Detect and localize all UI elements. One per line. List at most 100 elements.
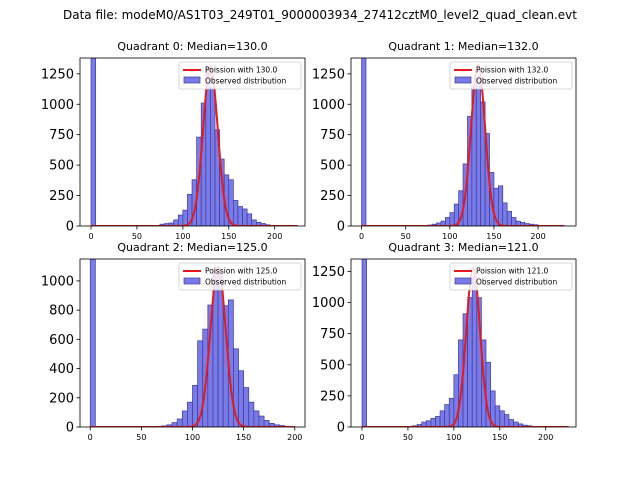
histogram-bar xyxy=(435,416,441,427)
legend-box xyxy=(178,61,302,90)
y-tick-label: 0 xyxy=(337,220,345,235)
histogram-bar xyxy=(253,410,260,427)
poisson-fit-line xyxy=(361,63,565,226)
y-tick-label: 400 xyxy=(49,362,74,377)
y-tick-label: 1000 xyxy=(312,98,345,113)
x-tick-label: 200 xyxy=(530,232,545,241)
quadrant-0-title: Quadrant 0: Median=130.0 xyxy=(117,40,267,53)
quadrant-0-chart: Quadrant 0: Median=130.0 0 50 100 150 200 0 250… xyxy=(41,40,306,241)
histogram-bar xyxy=(475,75,482,226)
histogram-bar xyxy=(177,214,184,226)
histogram-bar xyxy=(361,259,367,427)
histogram-bar xyxy=(467,297,473,427)
y-tick-label: 750 xyxy=(320,128,345,143)
legend: Poission with 125.0 Observed distribution xyxy=(178,262,302,291)
y-tick-label: 250 xyxy=(320,189,345,204)
y-tick-label: 200 xyxy=(49,391,74,406)
y-tick-label: 1250 xyxy=(41,67,74,82)
histogram-bar xyxy=(471,277,478,427)
y-tick-label: 1000 xyxy=(41,274,74,289)
x-tick-label: 50 xyxy=(401,232,411,241)
y-tick-label: 0 xyxy=(66,421,74,436)
x-tick-label: 0 xyxy=(359,232,364,241)
x-tick-label: 200 xyxy=(538,433,553,442)
quadrant-0-plot-area xyxy=(90,58,298,226)
axes-frame xyxy=(79,57,306,227)
y-tick-label: 500 xyxy=(320,358,345,373)
legend: Poission with 130.0 Observed distribution xyxy=(178,61,302,90)
histogram-bar xyxy=(439,410,446,427)
x-tick-label: 150 xyxy=(492,433,507,442)
y-tick-label: 500 xyxy=(49,159,74,174)
quadrant-2-title: Quadrant 2: Median=125.0 xyxy=(117,241,267,254)
histogram-bar xyxy=(499,410,505,427)
histogram-bar xyxy=(181,410,188,427)
legend-hist-swatch xyxy=(454,76,472,84)
histogram-bar xyxy=(233,200,239,226)
legend: Poission with 132.0 Observed distribution xyxy=(449,61,573,90)
histogram-bar xyxy=(238,370,244,427)
legend-fit-label: Poission with 125.0 xyxy=(205,267,278,276)
histogram-bar xyxy=(182,209,188,226)
y-tick-label: 600 xyxy=(49,333,74,348)
x-tick-label: 150 xyxy=(221,232,236,241)
histogram-bar xyxy=(90,58,96,226)
histogram-bar xyxy=(511,217,517,226)
histogram-bar xyxy=(210,86,216,226)
legend: Poission with 121.0 Observed distribution xyxy=(449,262,573,291)
x-tick-label: 200 xyxy=(287,433,302,442)
x-tick-label: 0 xyxy=(88,232,93,241)
histogram-bar xyxy=(246,213,253,226)
quadrant-3-chart: Quadrant 3: Median=121.0 0 50 100 150 200 0 250… xyxy=(312,241,577,442)
histogram-bar xyxy=(445,217,451,226)
legend-box xyxy=(449,262,573,291)
x-tick-label: 150 xyxy=(486,232,501,241)
legend-fit-label: Poission with 121.0 xyxy=(476,267,549,276)
histogram-bar xyxy=(237,206,243,226)
legend-hist-swatch xyxy=(454,277,472,285)
legend-box xyxy=(449,61,573,90)
histogram-bar xyxy=(248,401,255,427)
poisson-fit-line xyxy=(90,265,295,427)
legend-hist-swatch xyxy=(183,76,201,84)
histogram-bar xyxy=(176,418,183,427)
histogram-bar xyxy=(89,259,96,427)
x-tick-label: 100 xyxy=(185,433,200,442)
histogram-bar xyxy=(242,208,248,226)
histogram-bar xyxy=(243,387,250,427)
x-tick-label: 100 xyxy=(442,232,457,241)
poisson-fit-line xyxy=(362,266,569,427)
y-tick-label: 800 xyxy=(49,304,74,319)
legend-box xyxy=(178,262,302,291)
x-tick-label: 0 xyxy=(359,433,364,442)
axes-frame xyxy=(350,57,577,227)
histogram-bar xyxy=(448,398,455,427)
histogram-bar xyxy=(502,202,508,226)
legend-hist-label: Observed distribution xyxy=(476,278,557,287)
histogram-bar xyxy=(258,415,265,427)
poisson-fit-line xyxy=(91,65,298,226)
x-tick-label: 100 xyxy=(175,232,190,241)
legend-hist-label: Observed distribution xyxy=(205,77,286,86)
quadrant-1-chart: Quadrant 1: Median=132.0 0 50 100 150 200 0 250… xyxy=(312,40,577,241)
quadrant-2-chart: Quadrant 2: Median=125.0 0 50 100 150 200 0 200… xyxy=(41,241,306,442)
y-tick-label: 0 xyxy=(66,220,74,235)
x-tick-label: 100 xyxy=(446,433,461,442)
axes-frame xyxy=(350,258,577,428)
histogram-bar xyxy=(361,58,367,226)
x-tick-label: 0 xyxy=(88,433,93,442)
histogram-bar xyxy=(498,185,504,226)
histogram-bar xyxy=(494,405,501,427)
histogram-bar xyxy=(192,385,198,427)
y-tick-label: 750 xyxy=(49,128,74,143)
y-tick-label: 750 xyxy=(320,327,345,342)
x-tick-label: 50 xyxy=(403,433,413,442)
histogram-bar xyxy=(444,404,450,427)
x-tick-label: 200 xyxy=(267,232,282,241)
y-tick-label: 1250 xyxy=(312,265,345,280)
quadrant-1-plot-area xyxy=(361,58,565,226)
histogram-bar xyxy=(449,212,455,226)
y-tick-label: 250 xyxy=(320,389,345,404)
